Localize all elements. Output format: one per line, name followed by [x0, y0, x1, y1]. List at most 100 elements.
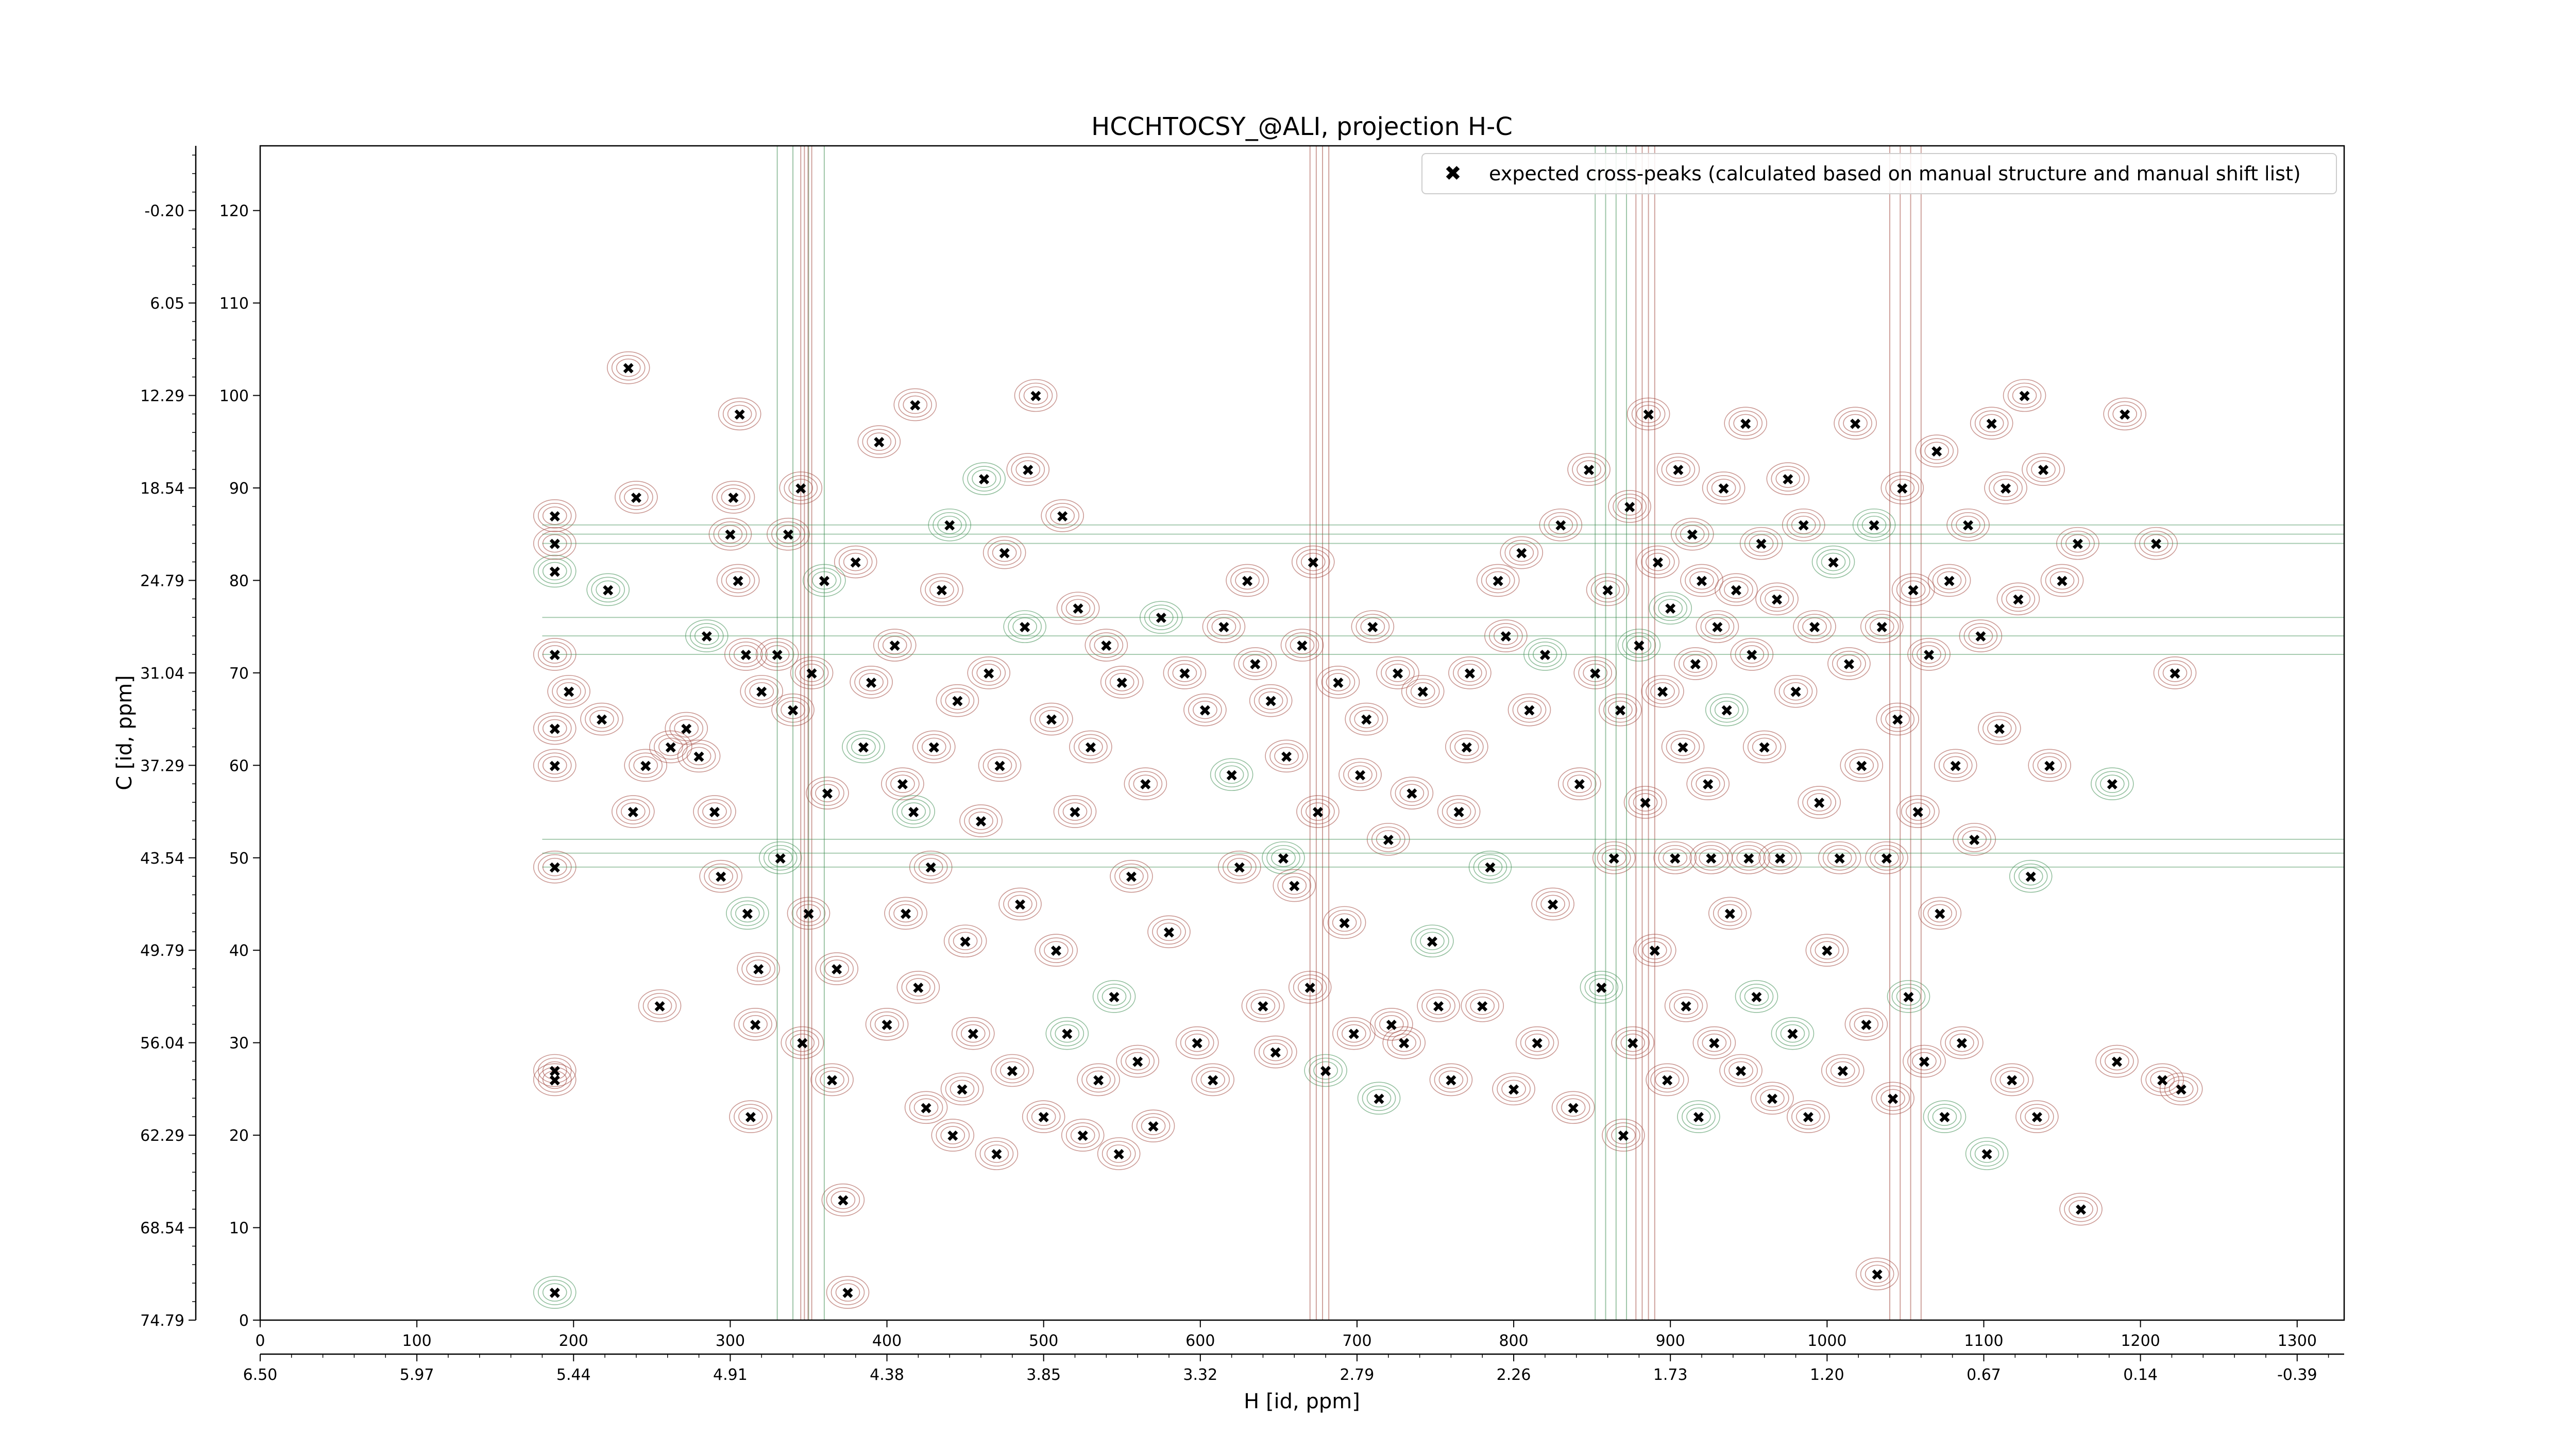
contour-ring [937, 515, 962, 534]
cross-peak-point: ✖ [912, 980, 925, 998]
contour-ring [1241, 989, 1285, 1022]
contour-ring [1327, 909, 1362, 936]
contour-ring [1965, 1137, 2009, 1170]
contour-ring [713, 521, 748, 547]
contour-ring [1253, 687, 1288, 714]
contour-ring [1338, 758, 1382, 791]
cross-peak-point: ✖ [1695, 572, 1708, 590]
contour-ring [1912, 1052, 1937, 1071]
contour-ring [979, 1141, 1014, 1167]
contour-ring [767, 517, 810, 551]
cross-peak-point: ✖ [1445, 1072, 1458, 1090]
contour-ring [2091, 767, 2134, 800]
contour-ring [1191, 1063, 1234, 1096]
cross-peak-point: ✖ [1405, 785, 1418, 803]
y-tick-label: 50 [229, 850, 249, 868]
contour-ring [2095, 1044, 2139, 1078]
contour-ring [976, 664, 1002, 682]
contour-ring [1081, 1067, 1115, 1093]
cross-peak-point: ✖ [1022, 462, 1035, 480]
contour-ring [1775, 469, 1801, 488]
contour-ring [649, 730, 692, 764]
cross-peak-point: ✖ [1607, 850, 1620, 868]
contour-ring [1918, 897, 1962, 930]
contour-ring [1370, 1007, 1413, 1041]
contour-ring [1586, 573, 1630, 606]
contour-ring [768, 848, 793, 867]
contour-ring [1711, 479, 1736, 497]
contour-ring [1989, 475, 2023, 501]
y-tick-label: 40 [229, 942, 249, 960]
legend-box [1421, 153, 2337, 194]
y-ppm-tick-label: 18.54 [140, 480, 184, 498]
contour-ring [1724, 407, 1768, 440]
contour-ring [1675, 521, 1709, 547]
contour-ring [585, 706, 619, 732]
cross-peak-point: ✖ [548, 647, 561, 665]
contour-ring [785, 1030, 820, 1056]
contour-ring [1523, 638, 1567, 671]
contour-ring [1661, 730, 1705, 764]
cross-peak-point: ✖ [724, 527, 737, 545]
cross-peak-point: ✖ [1573, 776, 1586, 794]
contour-ring [1810, 937, 1844, 964]
contour-ring [537, 854, 572, 880]
contour-ring [1597, 845, 1631, 871]
x-tick-label: 500 [1029, 1332, 1058, 1350]
contour-ring [1920, 438, 1954, 464]
x-ppm-tick-label: 3.85 [1026, 1366, 1061, 1384]
contour-ring [1476, 564, 1520, 597]
x-tick-label: 600 [1185, 1332, 1215, 1350]
x-tick-label: 1000 [1807, 1332, 1846, 1350]
contour-ring [964, 808, 998, 834]
contour-ring [1035, 706, 1069, 732]
contour-ring [1811, 545, 1855, 579]
contour-ring [1760, 1089, 1785, 1108]
contour-ring [1963, 623, 1998, 649]
contour-ring [1830, 1061, 1855, 1080]
contour-ring [1271, 848, 1296, 867]
contour-ring [893, 904, 918, 923]
cross-peak-point: ✖ [752, 961, 765, 979]
contour-ring [542, 506, 567, 525]
contour-ring [1343, 762, 1377, 788]
contour-ring [929, 580, 954, 599]
contour-ring [936, 684, 979, 717]
contour-ring [1507, 693, 1551, 727]
contour-ring [1673, 997, 1699, 1015]
contour-ring [831, 1190, 856, 1209]
cross-peak-point: ✖ [2012, 591, 2025, 609]
contour-ring [1903, 1044, 1946, 1078]
y-ppm-tick-label: 56.04 [140, 1035, 184, 1053]
contour-ring [1008, 895, 1032, 914]
contour-ring [586, 573, 630, 606]
contour-ring [1041, 499, 1084, 532]
contour-ring [556, 682, 581, 701]
cross-peak-point: ✖ [1147, 1118, 1160, 1136]
contour-ring [699, 859, 742, 893]
cross-peak-point: ✖ [1257, 998, 1269, 1016]
cross-peak-point: ✖ [2106, 776, 2119, 794]
contour-ring [1167, 660, 1202, 686]
contour-ring [1577, 460, 1601, 479]
contour-ring [533, 1276, 577, 1309]
cross-peak-point: ✖ [1930, 443, 1943, 461]
contour-ring [1184, 1033, 1210, 1052]
contour-ring [738, 1011, 772, 1037]
contour-ring [633, 756, 658, 775]
cross-peak-point: ✖ [1735, 1062, 1748, 1081]
cross-peak-point: ✖ [782, 527, 794, 545]
contour-ring [842, 730, 885, 764]
contour-ring [2162, 664, 2188, 682]
cross-peak-point: ✖ [1692, 1109, 1705, 1127]
contour-ring [846, 734, 880, 760]
contour-ring [1175, 1026, 1219, 1059]
contour-ring [1791, 1104, 1825, 1130]
contour-ring [689, 623, 724, 649]
cross-peak-point: ✖ [1303, 980, 1316, 998]
contour-ring [542, 857, 567, 876]
contour-ring [967, 466, 1001, 492]
contour-ring [1465, 993, 1500, 1019]
cross-peak-point: ✖ [1651, 554, 1664, 572]
contour-ring [1709, 697, 1744, 723]
